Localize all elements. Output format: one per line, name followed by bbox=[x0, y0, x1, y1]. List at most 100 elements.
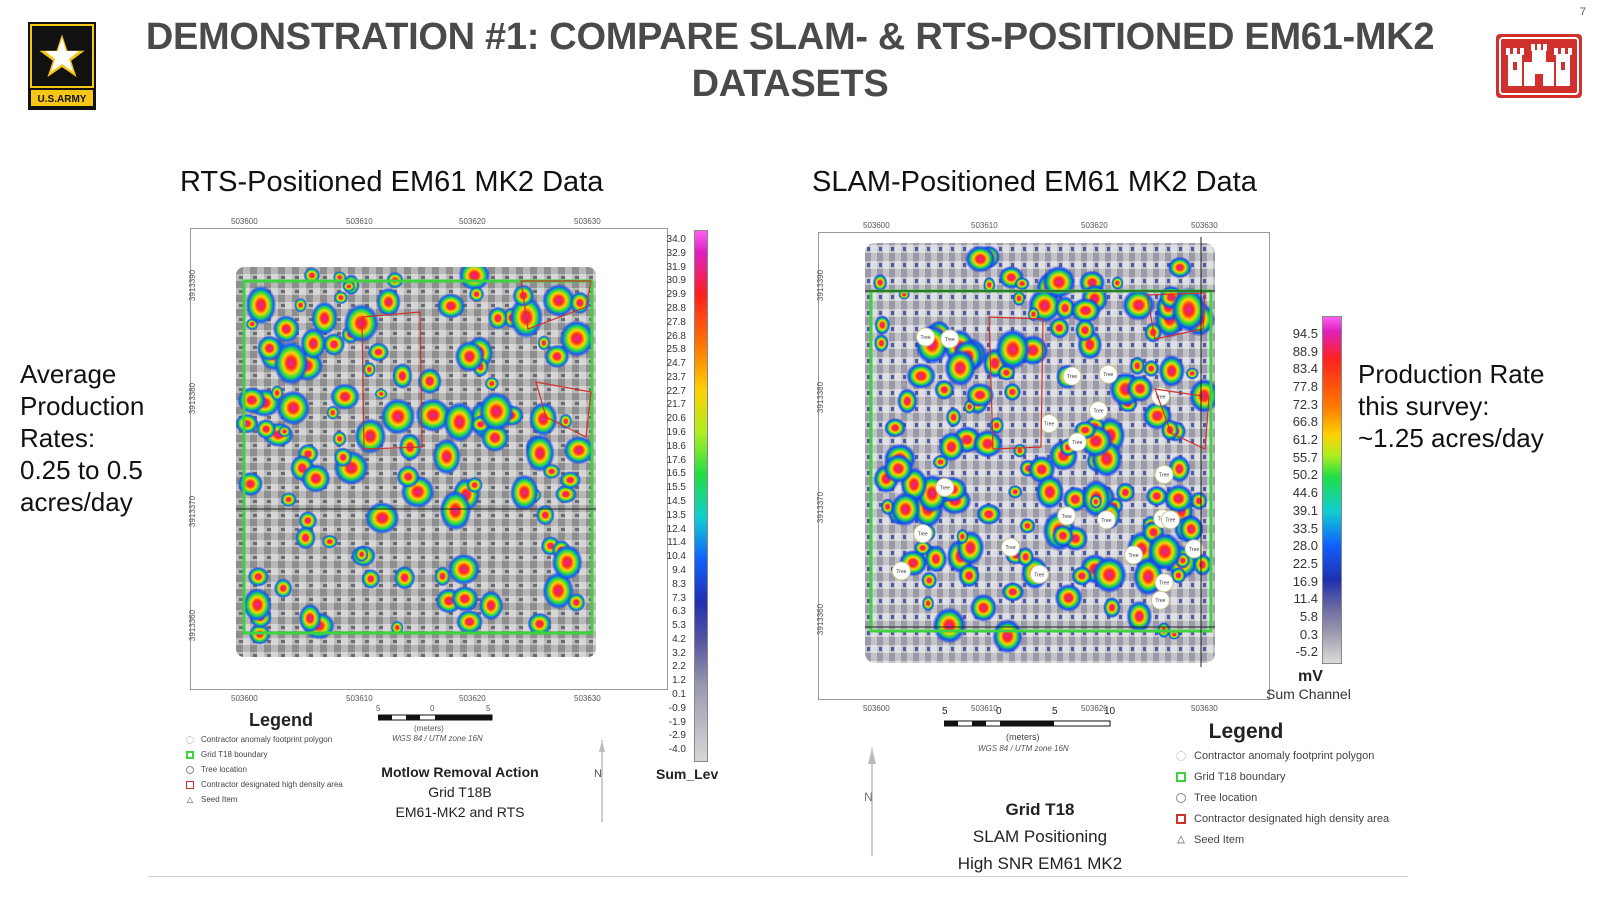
anomaly-blob bbox=[478, 391, 514, 432]
tree-label: Tree bbox=[1128, 553, 1138, 559]
tree-label: Tree bbox=[896, 569, 906, 575]
y-tick: 3913370 bbox=[816, 491, 826, 524]
colorbar-label: 34.0 bbox=[666, 234, 686, 245]
legend-item: Tree location bbox=[1176, 792, 1416, 804]
legend-item: Contractor anomaly footprint polygon bbox=[186, 735, 376, 744]
north-icon: N bbox=[594, 768, 602, 780]
tree-marker bbox=[913, 524, 933, 544]
colorbar-label: 3.2 bbox=[672, 647, 686, 659]
slam-map: 503600 503610 503620 503630 503600 50361… bbox=[816, 221, 1270, 713]
anomaly-blob bbox=[551, 544, 583, 581]
anomaly-blob bbox=[450, 585, 479, 612]
anomaly-blob bbox=[417, 367, 442, 395]
anomaly-blob bbox=[390, 620, 404, 635]
tree-marker bbox=[1154, 465, 1174, 484]
anomaly-blob bbox=[247, 566, 269, 587]
anomaly-blob bbox=[273, 578, 293, 599]
x-tick: 503620 bbox=[1081, 221, 1108, 230]
anomaly-blob bbox=[436, 293, 466, 319]
anomaly-blob bbox=[1042, 265, 1076, 299]
anomaly-blob bbox=[921, 571, 938, 590]
anomaly-blob bbox=[945, 407, 962, 428]
slam-colorbar-labels: 94.5 88.9 83.4 77.8 72.3 66.8 61.2 55.7 50.2 44.6… bbox=[1284, 326, 1320, 662]
average-production-rates-text: Average Production Rates: 0.25 to 0.5 ac… bbox=[20, 359, 145, 517]
tree-label: Tree bbox=[1159, 473, 1169, 479]
anomaly-blob bbox=[559, 471, 582, 490]
y-tick: 3913390 bbox=[816, 269, 826, 302]
anomaly-blob bbox=[537, 335, 551, 351]
anomaly-blob bbox=[330, 383, 360, 411]
anomaly-blob bbox=[535, 504, 555, 526]
anomaly-blob bbox=[361, 568, 381, 589]
anomaly-blob bbox=[1062, 486, 1089, 513]
x-tick: 503610 bbox=[971, 221, 998, 230]
slam-north-arrow: N bbox=[862, 744, 902, 860]
tree-label: Tree bbox=[945, 337, 955, 343]
anomaly-blob bbox=[1051, 524, 1074, 548]
colorbar-label: 23.7 bbox=[666, 371, 686, 383]
anomaly-blob bbox=[362, 361, 376, 378]
anomaly-blob bbox=[468, 286, 485, 302]
anomaly-blob bbox=[569, 291, 590, 315]
colorbar-label: 33.5 bbox=[1292, 520, 1318, 536]
rts-map: 503600 503610 503620 503630 503600 50361… bbox=[188, 217, 668, 703]
anomaly-blob bbox=[364, 501, 400, 535]
rts-colorbar-title: Sum_Lev bbox=[656, 766, 719, 782]
anomaly-blob bbox=[1007, 484, 1023, 499]
anomaly-blob bbox=[487, 306, 508, 330]
rts-legend: Legend Contractor anomaly footprint poly… bbox=[186, 710, 376, 804]
colorbar-label: 77.8 bbox=[1292, 379, 1318, 395]
anomaly-blob bbox=[367, 342, 390, 362]
anomaly-blob bbox=[1167, 256, 1193, 279]
anomaly-blob bbox=[1111, 276, 1124, 290]
anomaly-blob bbox=[563, 436, 595, 465]
anomaly-blob bbox=[874, 315, 891, 336]
slam-colorbar-title: Sum Channel bbox=[1266, 686, 1351, 702]
anomaly-blob bbox=[270, 385, 284, 401]
anomaly-blob bbox=[1012, 290, 1026, 307]
colorbar-label: 44.6 bbox=[1292, 485, 1318, 501]
colorbar-label: 16.9 bbox=[1292, 573, 1318, 589]
y-tick: 3913390 bbox=[188, 269, 198, 302]
tree-marker bbox=[1098, 364, 1118, 384]
anomaly-blob bbox=[1143, 359, 1160, 378]
x-tick: 503600 bbox=[863, 704, 890, 713]
legend-item: Contractor anomaly footprint polygon bbox=[1176, 750, 1416, 762]
colorbar-label: -0.9 bbox=[668, 702, 686, 714]
anomaly-blob bbox=[458, 267, 491, 291]
tree-label: Tree bbox=[1189, 547, 1199, 553]
page-title: DEMONSTRATION #1: COMPARE SLAM- & RTS-PO… bbox=[145, 16, 1435, 105]
rts-panel-title: RTS-Positioned EM61 MK2 Data bbox=[180, 166, 604, 198]
colorbar-label: -5.2 bbox=[1295, 644, 1318, 660]
y-tick: 3913360 bbox=[188, 609, 198, 642]
x-tick: 503600 bbox=[231, 694, 258, 703]
anomaly-blob bbox=[466, 477, 483, 494]
tree-label: Tree bbox=[1155, 598, 1165, 604]
anomaly-blob bbox=[1017, 546, 1035, 568]
anomaly-blob bbox=[276, 390, 311, 426]
anomaly-blob bbox=[272, 315, 300, 343]
anomaly-blob bbox=[883, 453, 914, 484]
x-tick: 503610 bbox=[971, 704, 998, 713]
tree-marker bbox=[1062, 366, 1082, 386]
anomaly-blob bbox=[242, 587, 272, 622]
anomaly-blob bbox=[333, 290, 349, 305]
slam-legend: Legend Contractor anomaly footprint poly… bbox=[1176, 720, 1416, 846]
tree-marker bbox=[1039, 414, 1059, 434]
anomaly-blob bbox=[1168, 455, 1191, 483]
anomaly-blob bbox=[354, 546, 369, 563]
colorbar-label: 26.8 bbox=[666, 330, 686, 342]
anomaly-blob bbox=[1129, 356, 1145, 376]
anomaly-blob bbox=[1071, 565, 1093, 587]
colorbar-label: 30.9 bbox=[666, 275, 686, 287]
anomaly-blob bbox=[1054, 583, 1083, 612]
colorbar-label: 31.9 bbox=[666, 261, 686, 273]
colorbar-label: 22.7 bbox=[666, 385, 686, 397]
anomaly-blob bbox=[567, 592, 586, 612]
colorbar-label: 55.7 bbox=[1292, 449, 1318, 465]
x-tick: 503610 bbox=[346, 217, 373, 226]
anomaly-blob bbox=[542, 571, 574, 610]
y-tick: 3913360 bbox=[816, 603, 826, 636]
anomaly-blob bbox=[544, 344, 570, 369]
x-tick: 503620 bbox=[1081, 704, 1108, 713]
